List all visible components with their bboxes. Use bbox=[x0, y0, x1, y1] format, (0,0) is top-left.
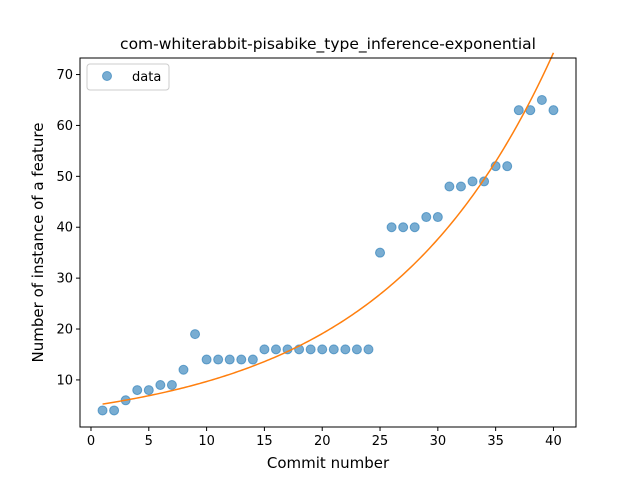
data-point bbox=[201, 354, 212, 365]
data-point bbox=[236, 354, 247, 365]
data-point bbox=[351, 344, 362, 355]
data-point bbox=[143, 385, 154, 396]
data-point bbox=[432, 212, 443, 223]
data-point bbox=[155, 380, 166, 391]
y-tick-label: 20 bbox=[56, 323, 73, 338]
data-point bbox=[409, 222, 420, 233]
data-point bbox=[166, 380, 177, 391]
data-point bbox=[132, 385, 143, 396]
data-point bbox=[213, 354, 224, 365]
data-point bbox=[455, 181, 466, 192]
data-point bbox=[340, 344, 351, 355]
data-point bbox=[224, 354, 235, 365]
data-point bbox=[398, 222, 409, 233]
y-tick-label: 50 bbox=[56, 170, 73, 185]
chart-marks bbox=[97, 52, 559, 416]
legend: data bbox=[86, 63, 170, 91]
data-point bbox=[109, 405, 120, 416]
y-tick-label: 70 bbox=[56, 68, 73, 83]
data-point bbox=[259, 344, 270, 355]
x-tick-label: 0 bbox=[87, 434, 95, 449]
data-point bbox=[363, 344, 374, 355]
data-point bbox=[270, 344, 281, 355]
y-tick-label: 40 bbox=[56, 221, 73, 236]
y-tick-label: 30 bbox=[56, 272, 73, 287]
y-axis: 10 20 30 40 50 60 70 bbox=[56, 68, 80, 388]
data-point bbox=[444, 181, 455, 192]
data-point bbox=[467, 176, 478, 187]
x-tick-label: 25 bbox=[372, 434, 389, 449]
y-axis-label: Number of instance of a feature bbox=[29, 123, 47, 363]
data-point bbox=[97, 405, 108, 416]
legend-marker-data bbox=[102, 71, 112, 81]
chart-title: com-whiterabbit-pisabike_type_inference-… bbox=[120, 35, 536, 54]
legend-box bbox=[86, 63, 170, 91]
x-tick-label: 10 bbox=[198, 434, 215, 449]
plot-area bbox=[79, 52, 577, 428]
data-point bbox=[190, 329, 201, 340]
data-point bbox=[317, 344, 328, 355]
x-tick-label: 5 bbox=[145, 434, 153, 449]
x-axis: 0 5 10 15 20 25 30 35 40 bbox=[87, 427, 562, 449]
data-point bbox=[513, 105, 524, 116]
y-tick-label: 60 bbox=[56, 119, 73, 134]
data-point bbox=[247, 354, 258, 365]
data-point bbox=[548, 105, 559, 116]
fit-line bbox=[102, 52, 555, 405]
y-tick-label: 10 bbox=[56, 373, 73, 388]
x-tick-label: 20 bbox=[314, 434, 331, 449]
data-point bbox=[502, 161, 513, 172]
legend-label-data: data bbox=[132, 70, 161, 85]
x-tick-label: 30 bbox=[430, 434, 447, 449]
data-point bbox=[305, 344, 316, 355]
x-tick-label: 40 bbox=[545, 434, 562, 449]
axes-frame bbox=[79, 57, 577, 428]
x-tick-label: 35 bbox=[487, 434, 504, 449]
data-point bbox=[178, 364, 189, 375]
data-point bbox=[328, 344, 339, 355]
data-point bbox=[386, 222, 397, 233]
x-axis-label: Commit number bbox=[267, 454, 390, 472]
data-point bbox=[536, 94, 547, 105]
data-point bbox=[375, 247, 386, 258]
x-tick-label: 15 bbox=[256, 434, 273, 449]
data-point bbox=[421, 212, 432, 223]
